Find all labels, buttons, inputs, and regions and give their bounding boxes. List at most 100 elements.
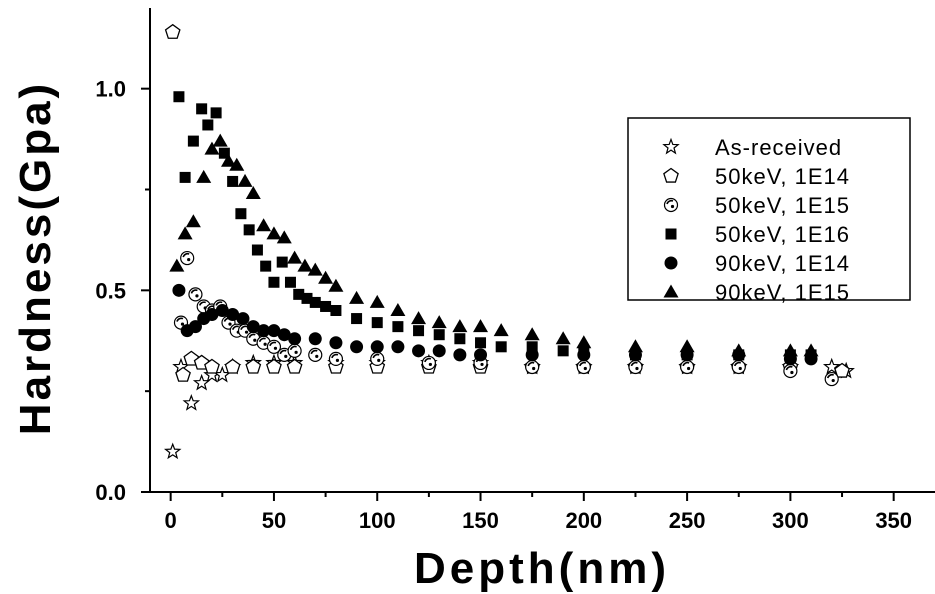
data-point: [196, 103, 208, 115]
data-point: [413, 325, 425, 337]
data-point: [218, 147, 230, 159]
data-point: [188, 287, 203, 302]
legend-marker: [664, 256, 678, 270]
legend-marker: [663, 197, 679, 213]
legend-marker: [665, 228, 677, 240]
data-point: [288, 332, 302, 346]
data-point: [301, 292, 313, 304]
series-90kev-1e15: [169, 133, 819, 357]
data-point: [309, 296, 321, 308]
data-point: [202, 119, 214, 131]
data-point: [330, 305, 342, 316]
data-point: [163, 442, 182, 460]
legend: As-received 50keV, 1E14 50keV, 1E15 50keV, …: [627, 117, 911, 305]
data-point: [251, 244, 263, 256]
data-point: [256, 218, 272, 232]
data-point: [731, 343, 747, 357]
data-point: [308, 332, 322, 346]
data-point: [297, 258, 313, 272]
data-point: [196, 169, 212, 183]
legend-label: 90keV, 1E15: [715, 280, 850, 305]
data-point: [175, 366, 191, 382]
data-point: [679, 339, 695, 353]
data-point: [236, 312, 250, 326]
data-point: [627, 339, 643, 353]
data-point: [185, 214, 201, 228]
legend-item: 90keV, 1E15: [663, 280, 850, 305]
data-point: [473, 319, 489, 333]
data-point: [307, 262, 323, 276]
x-tick-label: 100: [359, 508, 396, 533]
data-point: [266, 339, 282, 354]
legend-item: As-received: [662, 135, 841, 160]
data-point: [277, 347, 292, 362]
data-series-layer: [163, 23, 855, 460]
data-point: [453, 348, 467, 362]
data-point: [495, 341, 507, 353]
y-tick-label: 0.0: [95, 480, 126, 505]
data-point: [169, 258, 185, 272]
data-point: [783, 363, 798, 379]
legend-item: 50keV, 1E15: [663, 193, 850, 218]
data-point: [526, 341, 538, 353]
data-point: [204, 358, 220, 374]
data-point: [246, 320, 260, 334]
legend-label: 90keV, 1E14: [715, 251, 850, 276]
x-tick-label: 0: [165, 508, 177, 533]
data-point: [431, 315, 447, 329]
data-point: [235, 208, 247, 220]
legend-label: 50keV, 1E14: [715, 164, 850, 189]
data-point: [188, 320, 202, 334]
data-point: [210, 107, 222, 119]
x-tick-label: 350: [875, 508, 912, 533]
data-point: [421, 355, 436, 371]
data-point: [287, 250, 303, 264]
legend-marker: [663, 167, 679, 183]
data-point: [308, 347, 323, 362]
data-point: [525, 359, 540, 375]
data-point: [320, 300, 332, 312]
data-point: [629, 349, 641, 361]
legend-item: 90keV, 1E14: [664, 251, 850, 276]
data-point: [433, 329, 445, 341]
data-point: [164, 23, 181, 39]
data-point: [475, 337, 487, 349]
data-point: [390, 303, 406, 316]
data-point: [276, 256, 288, 268]
data-point: [452, 319, 468, 333]
data-point: [350, 340, 364, 354]
data-point: [243, 224, 255, 236]
data-point: [179, 171, 191, 183]
data-point: [180, 250, 195, 266]
data-point: [267, 324, 281, 338]
data-point: [432, 344, 446, 358]
data-point: [576, 359, 591, 375]
x-tick-label: 250: [669, 508, 706, 533]
data-point: [680, 359, 695, 375]
legend-label: 50keV, 1E15: [715, 193, 850, 218]
data-point: [245, 358, 262, 374]
data-point: [237, 173, 253, 187]
y-axis: 0.0 0.5 1.0: [95, 77, 150, 505]
data-point: [412, 344, 426, 358]
data-point: [474, 348, 488, 362]
data-point: [411, 311, 427, 325]
data-point: [493, 323, 509, 337]
data-point: [215, 304, 229, 317]
data-point: [212, 133, 228, 147]
data-point: [173, 91, 185, 103]
legend-item: 50keV, 1E14: [663, 164, 850, 189]
data-point: [370, 351, 385, 366]
legend-marker: [662, 137, 680, 155]
data-point: [224, 358, 241, 374]
data-point: [351, 313, 363, 325]
x-tick-label: 50: [262, 508, 286, 533]
data-point: [284, 276, 296, 288]
data-point: [391, 340, 405, 354]
data-point: [822, 357, 841, 375]
data-point: [293, 288, 305, 300]
x-axis-title: Depth(nm): [414, 544, 670, 593]
data-point: [731, 359, 746, 375]
